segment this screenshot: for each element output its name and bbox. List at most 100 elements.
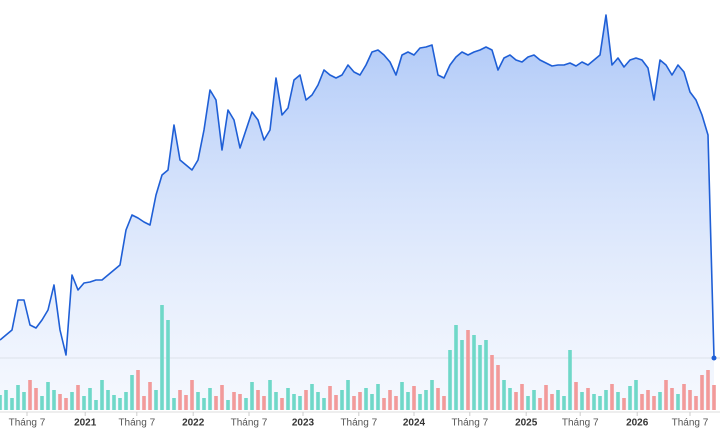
volume-bar [448, 350, 452, 410]
volume-bar [88, 388, 92, 410]
volume-bar [46, 382, 50, 410]
volume-bar [148, 382, 152, 410]
volume-bar [538, 398, 542, 410]
volume-bar [142, 396, 146, 410]
volume-bar [382, 398, 386, 410]
volume-bar [214, 396, 218, 410]
volume-bar [514, 392, 518, 410]
volume-bar [484, 340, 488, 410]
price-area [0, 15, 714, 410]
volume-bar [226, 400, 230, 410]
volume-bar [76, 385, 80, 410]
volume-bar [670, 388, 674, 410]
volume-bar [676, 394, 680, 410]
volume-bar [502, 380, 506, 410]
volume-bar [658, 392, 662, 410]
x-tick-label: Tháng 7 [451, 418, 488, 429]
x-tick-label: Tháng 7 [672, 418, 709, 429]
volume-bar [0, 395, 2, 410]
volume-bar [640, 394, 644, 410]
volume-bar [388, 390, 392, 410]
price-line [0, 14, 715, 359]
volume-bar [280, 398, 284, 410]
volume-bar [580, 392, 584, 410]
volume-bar [394, 396, 398, 410]
volume-bar [172, 398, 176, 410]
volume-bar [40, 396, 44, 410]
volume-bar [574, 382, 578, 410]
volume-bar [262, 396, 266, 410]
volume-bar [592, 394, 596, 410]
volume-bar [610, 384, 614, 410]
volume-bar [520, 384, 524, 410]
volume-bar [94, 400, 98, 410]
volume-bar [220, 385, 224, 410]
x-tick-label: 2023 [292, 418, 315, 429]
volume-bar [190, 380, 194, 410]
volume-bar [412, 386, 416, 410]
volume-bar [166, 320, 170, 410]
x-tick-label: 2022 [182, 418, 205, 429]
volume-bar [424, 390, 428, 410]
volume-bar [322, 398, 326, 410]
volume-bar [310, 384, 314, 410]
volume-bar [10, 398, 14, 410]
volume-bar [274, 392, 278, 410]
volume-bar [298, 396, 302, 410]
volume-bar [634, 380, 638, 410]
x-tick-label: Tháng 7 [562, 418, 599, 429]
volume-bar [532, 390, 536, 410]
volume-bar [334, 395, 338, 410]
x-tick-label: 2026 [626, 418, 649, 429]
volume-bar [622, 398, 626, 410]
volume-bar [664, 380, 668, 410]
volume-bar [304, 390, 308, 410]
volume-bar [256, 390, 260, 410]
volume-bar [712, 385, 716, 410]
volume-bar [688, 390, 692, 410]
volume-bar [562, 396, 566, 410]
volume-bar [22, 392, 26, 410]
volume-bar [58, 394, 62, 410]
volume-bar [106, 390, 110, 410]
volume-bar [352, 396, 356, 410]
volume-bar [646, 390, 650, 410]
volume-bar [244, 398, 248, 410]
x-tick-label: 2021 [74, 418, 97, 429]
volume-bar [292, 394, 296, 410]
x-tick-label: Tháng 7 [9, 418, 46, 429]
volume-bar [430, 380, 434, 410]
volume-bar [160, 305, 164, 410]
volume-bar [508, 388, 512, 410]
volume-bar [418, 394, 422, 410]
volume-bar [100, 380, 104, 410]
volume-bar [700, 375, 704, 410]
volume-bar [442, 396, 446, 410]
volume-bar [526, 396, 530, 410]
volume-bar [178, 390, 182, 410]
volume-bar [586, 388, 590, 410]
volume-bar [316, 392, 320, 410]
volume-bar [682, 384, 686, 410]
x-tick-label: Tháng 7 [231, 418, 268, 429]
volume-bar [460, 340, 464, 410]
volume-bar [346, 380, 350, 410]
volume-bar [196, 392, 200, 410]
volume-bar [184, 395, 188, 410]
volume-bar [154, 390, 158, 410]
volume-bar [82, 396, 86, 410]
volume-bar [208, 388, 212, 410]
volume-bar [376, 384, 380, 410]
x-tick-label: Tháng 7 [118, 418, 155, 429]
volume-bar [598, 396, 602, 410]
volume-bar [568, 350, 572, 410]
volume-bar [202, 398, 206, 410]
volume-bar [652, 396, 656, 410]
volume-bar [232, 392, 236, 410]
volume-bar [4, 390, 8, 410]
last-point [711, 355, 717, 361]
volume-bar [70, 392, 74, 410]
volume-bar [118, 398, 122, 410]
